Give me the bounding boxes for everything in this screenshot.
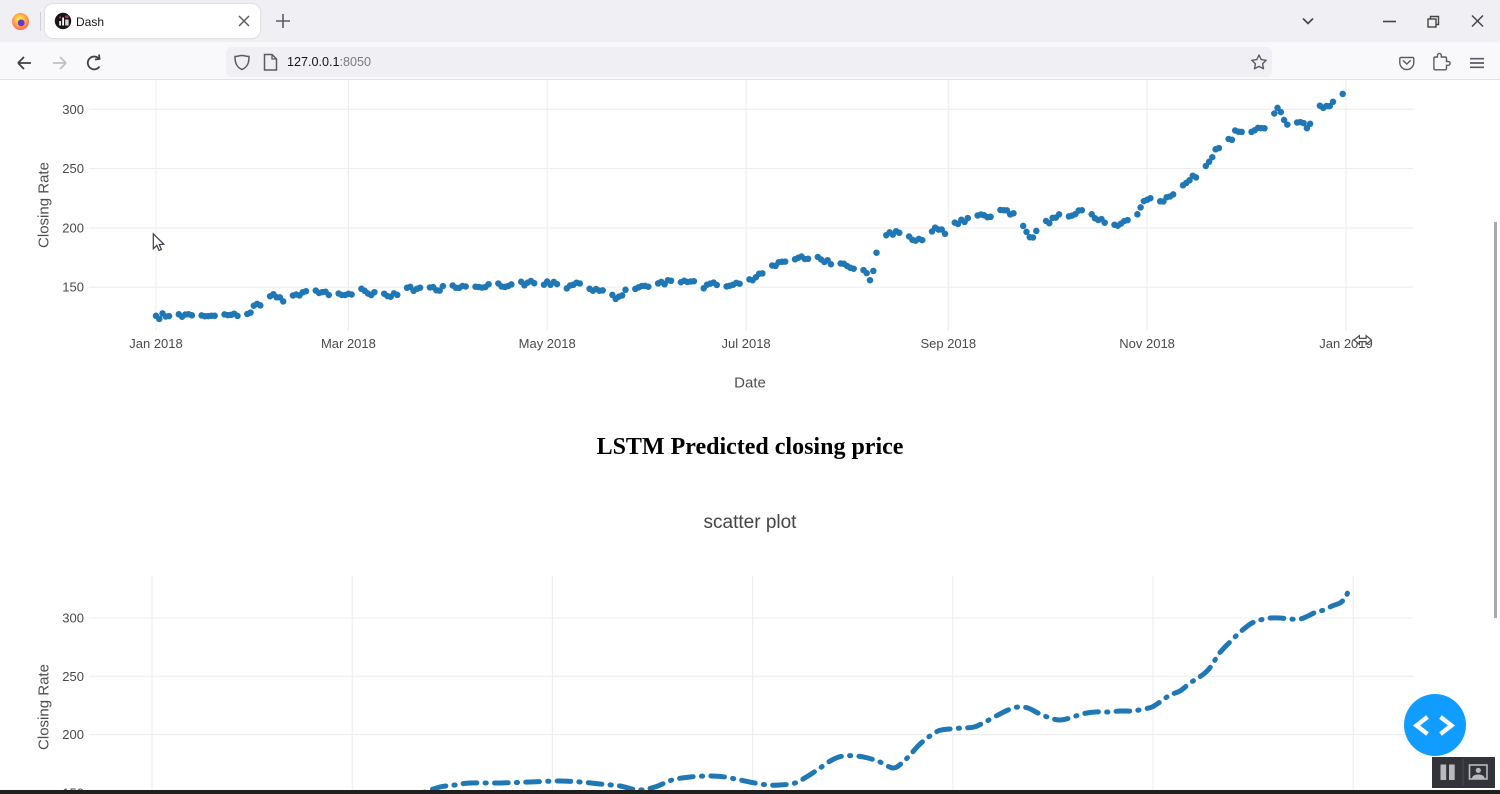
svg-text:150: 150 [62,280,84,295]
svg-text:200: 200 [62,727,84,742]
svg-text:300: 300 [62,611,84,626]
svg-text:150: 150 [62,785,84,794]
svg-text:300: 300 [62,102,84,117]
svg-text:Closing Rate: Closing Rate [36,664,53,750]
svg-text:250: 250 [62,669,84,684]
svg-text:Jan 2019: Jan 2019 [1319,336,1373,351]
svg-text:Date: Date [734,375,766,392]
svg-text:Nov 2018: Nov 2018 [1119,336,1175,351]
svg-text:Jan 2018: Jan 2018 [129,336,183,351]
svg-text:200: 200 [62,220,84,235]
svg-text:Closing Rate: Closing Rate [36,162,53,248]
svg-text:Sep 2018: Sep 2018 [920,336,976,351]
svg-text:Jul 2018: Jul 2018 [722,336,771,351]
svg-text:250: 250 [62,161,84,176]
svg-text:Mar 2018: Mar 2018 [321,336,376,351]
svg-text:May 2018: May 2018 [519,336,576,351]
